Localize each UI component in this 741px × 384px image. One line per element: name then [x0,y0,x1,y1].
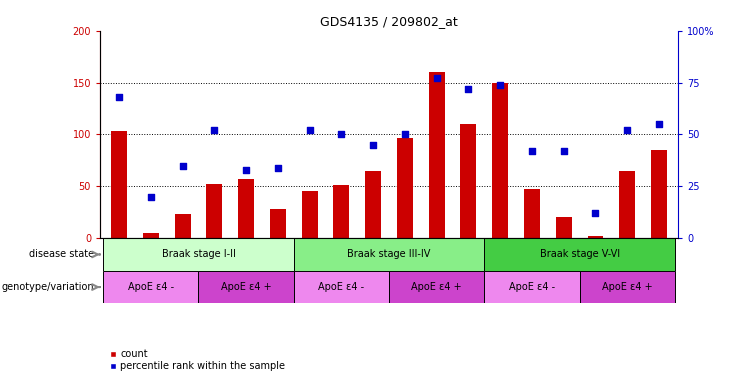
Point [176,162,188,169]
Bar [302,192,318,238]
Point [208,127,220,133]
Bar [429,72,445,238]
Bar [651,150,667,238]
Bar [111,131,127,238]
Point [621,127,633,133]
Text: Braak stage I-II: Braak stage I-II [162,250,236,260]
Text: ApoE ε4 -: ApoE ε4 - [319,282,365,292]
Point [462,86,474,92]
Point [558,148,570,154]
Point [494,81,506,88]
Text: disease state: disease state [29,250,94,260]
Text: Braak stage III-IV: Braak stage III-IV [348,250,431,260]
Bar [485,238,675,271]
Bar [460,124,476,238]
Legend: count, percentile rank within the sample: count, percentile rank within the sample [105,346,289,375]
Title: GDS4135 / 209802_at: GDS4135 / 209802_at [320,15,458,28]
Text: ApoE ε4 -: ApoE ε4 - [127,282,174,292]
Bar [293,238,485,271]
Point [431,75,442,81]
Text: ApoE ε4 +: ApoE ε4 + [602,282,653,292]
Point [240,167,252,173]
Bar [397,137,413,238]
Point [336,131,348,137]
Text: Braak stage V-VI: Braak stage V-VI [539,250,619,260]
Bar [207,184,222,238]
Point [653,121,665,127]
Bar [485,271,579,303]
Bar [175,214,190,238]
Point [590,210,602,216]
Bar [333,185,349,238]
Bar [238,179,254,238]
Bar [293,271,389,303]
Point [272,165,284,171]
Bar [588,236,603,238]
Bar [524,189,540,238]
Bar [389,271,485,303]
Bar [619,171,635,238]
Point [368,142,379,148]
Text: ApoE ε4 +: ApoE ε4 + [221,282,271,292]
Point [399,131,411,137]
Bar [199,271,293,303]
Bar [270,209,286,238]
Bar [143,233,159,238]
Bar [103,271,199,303]
Text: ApoE ε4 +: ApoE ε4 + [411,282,462,292]
Point [526,148,538,154]
Point [113,94,125,100]
Point [304,127,316,133]
Bar [492,83,508,238]
Bar [579,271,675,303]
Text: genotype/variation: genotype/variation [1,282,94,292]
Bar [556,217,571,238]
Text: ApoE ε4 -: ApoE ε4 - [509,282,555,292]
Point [145,194,157,200]
Bar [365,171,381,238]
Bar [103,238,293,271]
